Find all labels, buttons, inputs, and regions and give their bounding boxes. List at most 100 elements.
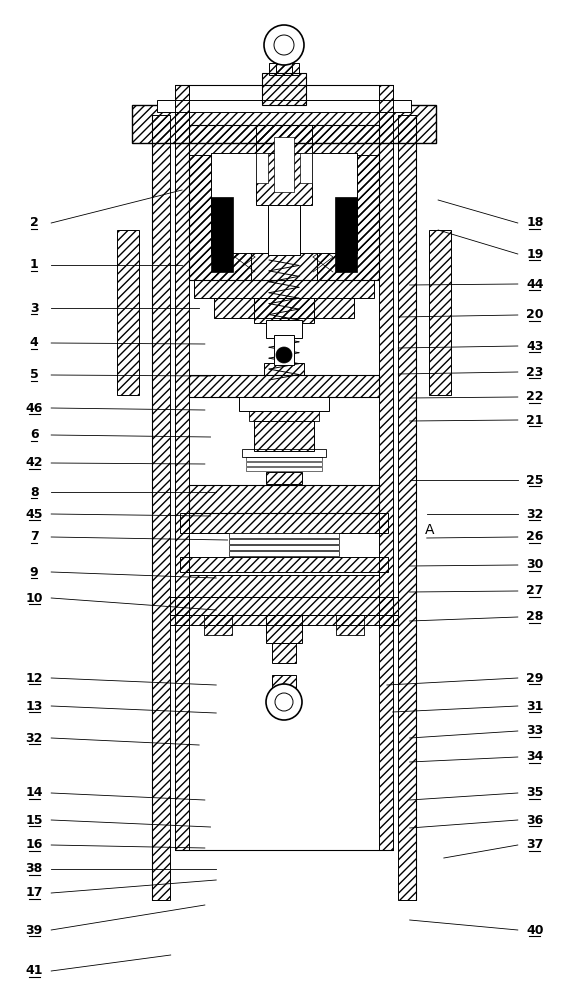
Text: 32: 32 xyxy=(26,732,43,744)
Bar xyxy=(204,615,232,635)
Text: 42: 42 xyxy=(26,456,43,470)
Text: 26: 26 xyxy=(526,530,543,544)
Bar xyxy=(268,205,300,255)
Text: 16: 16 xyxy=(26,838,43,852)
Bar xyxy=(194,280,374,298)
Bar xyxy=(242,449,326,457)
Text: 8: 8 xyxy=(30,486,39,498)
Text: 12: 12 xyxy=(26,672,43,684)
Bar xyxy=(229,545,339,550)
Text: 35: 35 xyxy=(526,786,543,800)
Bar xyxy=(274,335,294,365)
Text: 17: 17 xyxy=(26,886,43,900)
Text: 9: 9 xyxy=(30,566,39,578)
Bar xyxy=(170,615,398,625)
Bar xyxy=(211,197,233,272)
Text: 40: 40 xyxy=(526,924,543,936)
Bar xyxy=(189,125,379,280)
Circle shape xyxy=(266,684,302,720)
Bar xyxy=(269,63,299,75)
Text: 27: 27 xyxy=(526,584,543,597)
Bar xyxy=(152,115,170,900)
Bar xyxy=(336,615,364,635)
Bar xyxy=(170,597,398,615)
Bar xyxy=(317,155,379,280)
Bar xyxy=(300,153,312,183)
Text: 23: 23 xyxy=(526,365,543,378)
Text: 25: 25 xyxy=(526,474,543,487)
Text: 36: 36 xyxy=(526,814,543,826)
Bar xyxy=(246,457,322,461)
Bar xyxy=(266,472,302,484)
Text: 5: 5 xyxy=(30,368,39,381)
Bar xyxy=(229,539,339,544)
Bar xyxy=(132,105,436,143)
Bar xyxy=(379,85,393,850)
Text: 22: 22 xyxy=(526,390,543,403)
Bar xyxy=(211,153,357,253)
Text: 21: 21 xyxy=(526,414,543,426)
Text: 45: 45 xyxy=(26,508,43,520)
Text: 38: 38 xyxy=(26,862,43,876)
Text: 37: 37 xyxy=(526,838,543,852)
Bar xyxy=(229,533,339,538)
Bar xyxy=(272,675,296,690)
Bar xyxy=(429,230,451,395)
Bar xyxy=(229,551,339,556)
Bar xyxy=(254,298,314,323)
Bar xyxy=(266,615,302,643)
Text: 18: 18 xyxy=(526,217,543,230)
Bar xyxy=(189,375,379,397)
Circle shape xyxy=(275,693,293,711)
Bar xyxy=(180,557,388,572)
Text: A: A xyxy=(425,523,434,537)
Text: 31: 31 xyxy=(526,700,543,712)
Bar xyxy=(180,513,388,533)
Bar xyxy=(246,462,322,466)
Bar xyxy=(256,125,312,205)
Text: 10: 10 xyxy=(26,591,43,604)
Text: 29: 29 xyxy=(526,672,543,684)
Bar xyxy=(262,73,306,105)
Bar xyxy=(175,85,189,850)
Bar xyxy=(398,115,416,900)
Bar xyxy=(246,467,322,471)
Bar xyxy=(157,100,411,112)
Bar xyxy=(189,485,379,513)
Bar xyxy=(189,575,379,597)
Bar xyxy=(254,421,314,451)
Bar xyxy=(249,411,319,421)
Text: 15: 15 xyxy=(26,814,43,826)
Text: 46: 46 xyxy=(26,401,43,414)
Bar xyxy=(272,643,296,663)
Text: 7: 7 xyxy=(30,530,39,544)
Bar xyxy=(214,298,354,318)
Bar xyxy=(335,197,357,272)
Text: 2: 2 xyxy=(30,217,39,230)
Text: 33: 33 xyxy=(526,724,543,738)
Bar xyxy=(256,153,268,183)
Text: 13: 13 xyxy=(26,700,43,712)
Bar xyxy=(274,137,294,192)
Bar xyxy=(266,320,302,338)
Text: 41: 41 xyxy=(26,964,43,978)
Text: 6: 6 xyxy=(30,428,39,442)
Text: 34: 34 xyxy=(526,750,543,764)
Bar xyxy=(268,205,300,255)
Text: 3: 3 xyxy=(30,302,39,314)
Circle shape xyxy=(274,35,294,55)
Text: 32: 32 xyxy=(526,508,543,520)
Text: 4: 4 xyxy=(30,336,39,350)
Text: 43: 43 xyxy=(526,340,543,353)
Bar xyxy=(189,155,251,280)
Bar xyxy=(239,397,329,411)
Bar xyxy=(276,60,292,75)
Text: 28: 28 xyxy=(526,610,543,624)
Text: 39: 39 xyxy=(26,924,43,936)
Bar xyxy=(264,363,304,375)
Circle shape xyxy=(264,25,304,65)
Text: 30: 30 xyxy=(526,558,543,572)
Text: 14: 14 xyxy=(26,786,43,800)
Text: 44: 44 xyxy=(526,277,543,290)
Circle shape xyxy=(276,347,292,363)
